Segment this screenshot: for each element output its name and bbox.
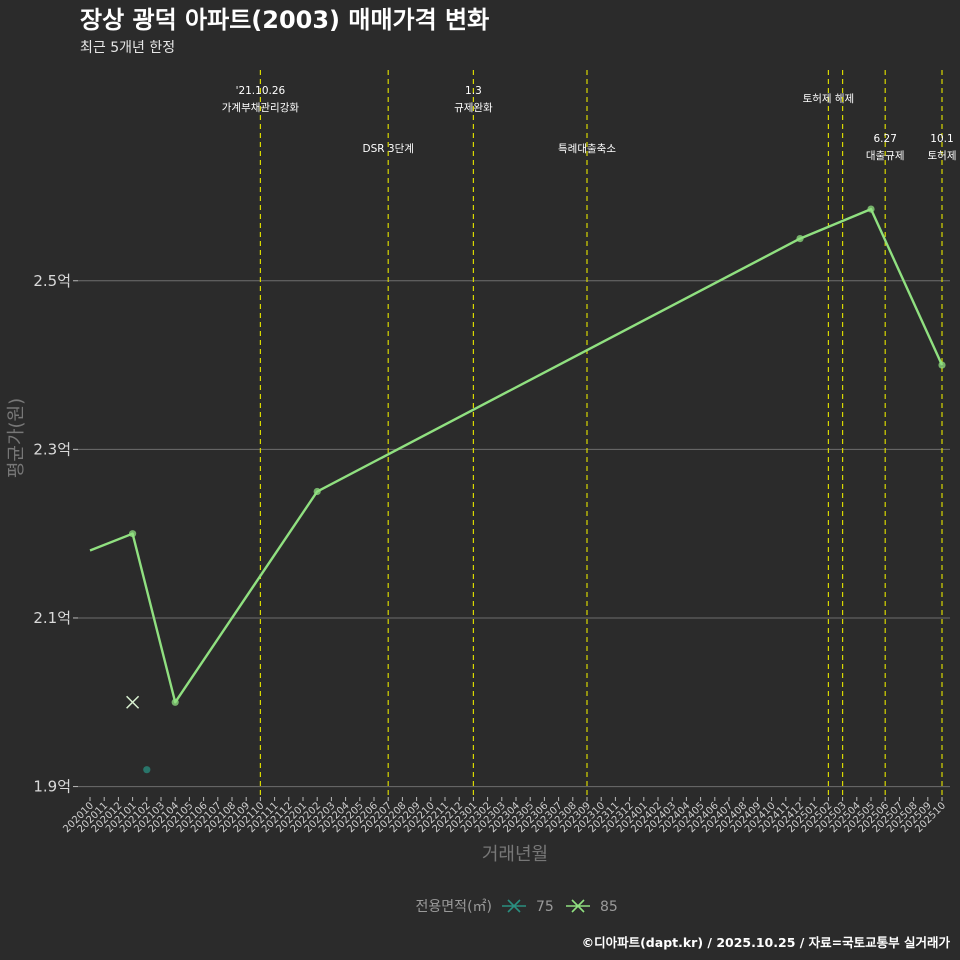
- legend-label-85: 85: [600, 899, 618, 915]
- y-axis-title: 평균가(원): [6, 398, 27, 478]
- event-label-2-0: 1.3: [465, 85, 482, 97]
- data-point-85-1: [171, 698, 179, 706]
- data-point-75-0: [143, 766, 151, 774]
- event-label-4-0: 토허제 해제: [803, 92, 855, 105]
- y-tick-label-3: 2.5억: [33, 272, 71, 290]
- y-tick-label-0: 1.9억: [33, 778, 71, 796]
- data-point-85-0: [129, 530, 137, 538]
- chart-title: 장상 광덕 아파트(2003) 매매가격 변화: [80, 6, 489, 34]
- gridlines: [78, 280, 950, 788]
- event-label-6-0: 6.27: [874, 133, 897, 145]
- legend-label-75: 75: [536, 899, 554, 915]
- event-label-0-0: '21.10.26: [236, 85, 286, 97]
- event-label-6-1: 대출규제: [866, 150, 905, 162]
- legend-key-cross-75: [507, 899, 521, 913]
- legend: 전용면적(㎡) 75 85: [416, 899, 618, 915]
- event-label-7-0: 10.1: [930, 133, 953, 145]
- data-point-85-4: [867, 205, 875, 213]
- y-tick-label-2: 2.3억: [33, 440, 71, 458]
- chart-subtitle: 최근 5개년 한정: [80, 40, 175, 56]
- series-line-85: [89, 207, 944, 704]
- event-label-3-0: 특례대출축소: [558, 143, 616, 155]
- data-point-85-3: [796, 235, 804, 243]
- x-axis-title: 거래년월: [482, 844, 548, 865]
- event-label-0-1: 가계부채관리강화: [222, 102, 300, 114]
- y-tick-label-1: 2.1억: [33, 609, 71, 627]
- data-point-85-5: [938, 361, 946, 369]
- cross-mark-85-0: [126, 695, 140, 709]
- y-axis: 1.9억 2.1억 2.3억 2.5억: [33, 272, 78, 796]
- legend-key-cross-85: [571, 899, 585, 913]
- event-label-7-1: 토허제: [928, 150, 957, 162]
- event-label-2-1: 규제완화: [454, 101, 493, 114]
- event-label-1-0: DSR 3단계: [363, 143, 414, 155]
- legend-title: 전용면적(㎡): [416, 899, 492, 915]
- source-caption: ©디아파트(dapt.kr) / 2025.10.25 / 자료=국토교통부 실…: [582, 935, 951, 950]
- data-point-85-2: [313, 487, 321, 496]
- data-series: [89, 205, 946, 774]
- x-axis: 2020102020112020122021012021022021032021…: [61, 797, 948, 835]
